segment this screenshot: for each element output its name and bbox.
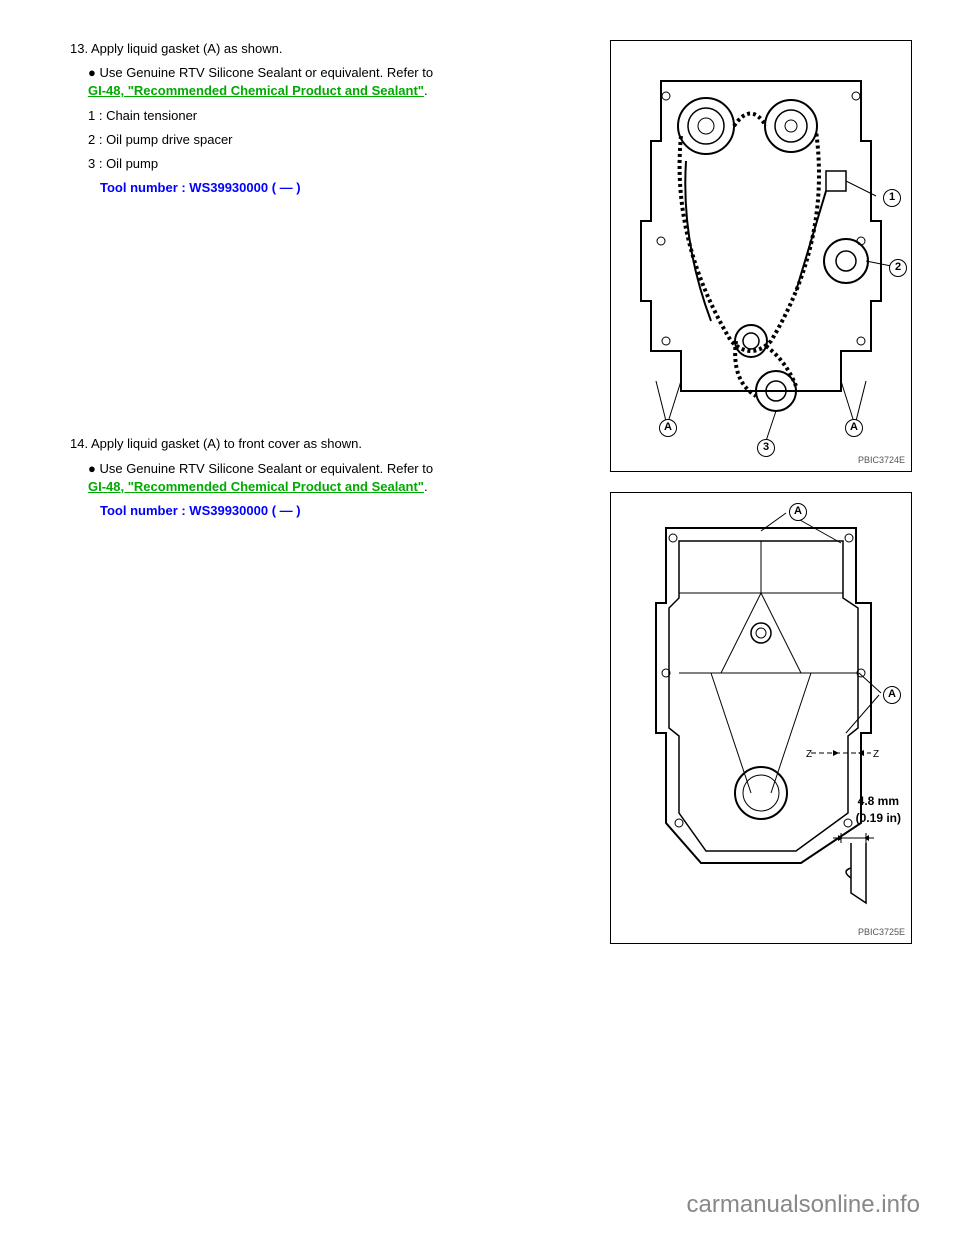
callout-A-top: A	[789, 503, 807, 521]
link-gi48-2[interactable]: GI-48, "Recommended Chemical Product and…	[88, 479, 424, 494]
step13-intro: 13. Apply liquid gasket (A) as shown.	[70, 40, 590, 58]
callout-3: 3	[757, 439, 775, 457]
legend-2: 2 : Oil pump drive spacer	[88, 131, 590, 149]
figure-1: 1 2 3 A A PBIC3724E	[610, 40, 912, 472]
step13-bullet: ● Use Genuine RTV Silicone Sealant or eq…	[88, 64, 590, 100]
legend-1: 1 : Chain tensioner	[88, 107, 590, 125]
callout-2: 2	[889, 259, 907, 277]
svg-text:Z: Z	[873, 749, 879, 760]
callout-A-side: A	[883, 686, 901, 704]
svg-text:Z: Z	[806, 749, 812, 760]
link-gi48-1[interactable]: GI-48, "Recommended Chemical Product and…	[88, 83, 424, 98]
watermark: carmanualsonline.info	[687, 1188, 920, 1222]
fig2-id: PBIC3725E	[858, 926, 905, 939]
dimension: 4.8 mm(0.19 in)	[856, 793, 901, 827]
callout-A-right: A	[845, 419, 863, 437]
figure-2: Z Z A A 4.8 mm(0.19 in) PBIC3725E	[610, 492, 912, 944]
step-13: 13. Apply liquid gasket (A) as shown. ● …	[70, 40, 590, 197]
fig1-id: PBIC3724E	[858, 454, 905, 467]
tool-14: Tool number : WS39930000 ( — )	[70, 502, 590, 520]
tool-13: Tool number : WS39930000 ( — )	[70, 179, 590, 197]
step14-intro: 14. Apply liquid gasket (A) to front cov…	[70, 435, 590, 453]
legend-3: 3 : Oil pump	[88, 155, 590, 173]
callout-1: 1	[883, 189, 901, 207]
step14-bullet: ● Use Genuine RTV Silicone Sealant or eq…	[88, 460, 590, 496]
callout-A-left: A	[659, 419, 677, 437]
step-14: 14. Apply liquid gasket (A) to front cov…	[70, 435, 590, 520]
